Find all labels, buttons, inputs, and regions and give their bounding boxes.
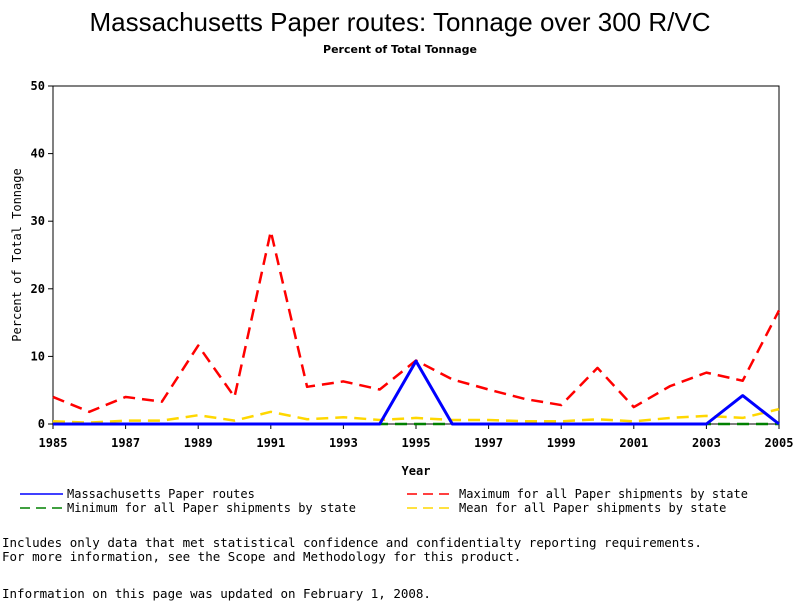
x-tick-label: 1985 — [39, 436, 68, 450]
x-axis-label: Year — [402, 464, 431, 478]
x-tick-label: 1987 — [111, 436, 140, 450]
legend-label: Massachusetts Paper routes — [67, 487, 255, 501]
series-line-1 — [52, 230, 781, 414]
x-tick-label: 2003 — [692, 436, 721, 450]
x-tick-label: 1999 — [547, 436, 576, 450]
y-axis-label: Percent of Total Tonnage — [10, 168, 24, 341]
y-tick-label: 20 — [31, 282, 45, 296]
x-tick-label: 2001 — [619, 436, 648, 450]
chart-title: Massachusetts Paper routes: Tonnage over… — [90, 7, 711, 37]
series-line-3 — [52, 407, 780, 424]
x-tick-label: 1997 — [474, 436, 503, 450]
x-tick-label: 1989 — [184, 436, 213, 450]
x-tick-label: 2005 — [765, 436, 794, 450]
y-tick-label: 40 — [31, 147, 45, 161]
legend: Massachusetts Paper routes Maximum for al… — [20, 487, 748, 515]
footnote-methodology: For more information, see the Scope and … — [2, 549, 522, 564]
y-tick-label: 10 — [31, 349, 45, 363]
y-tick-label: 0 — [38, 417, 45, 431]
axis-ticks: 0 10 20 30 40 50 1985 1987 1989 1991 1993 1995 1997 1… — [31, 79, 794, 450]
x-tick-label: 1995 — [402, 436, 431, 450]
chart-subtitle: Percent of Total Tonnage — [323, 43, 477, 56]
x-tick-label: 1993 — [329, 436, 358, 450]
legend-label: Minimum for all Paper shipments by state — [67, 501, 356, 515]
series-layer — [52, 230, 781, 426]
plot-area — [52, 85, 780, 425]
legend-label: Maximum for all Paper shipments by state — [459, 487, 748, 501]
y-tick-label: 30 — [31, 214, 45, 228]
footnote-updated: Information on this page was updated on … — [2, 586, 431, 601]
y-tick-label: 50 — [31, 79, 45, 93]
x-tick-label: 1991 — [256, 436, 285, 450]
footnote-confidence: Includes only data that met statistical … — [2, 535, 702, 550]
legend-label: Mean for all Paper shipments by state — [459, 501, 726, 515]
series-line-0 — [53, 359, 780, 426]
